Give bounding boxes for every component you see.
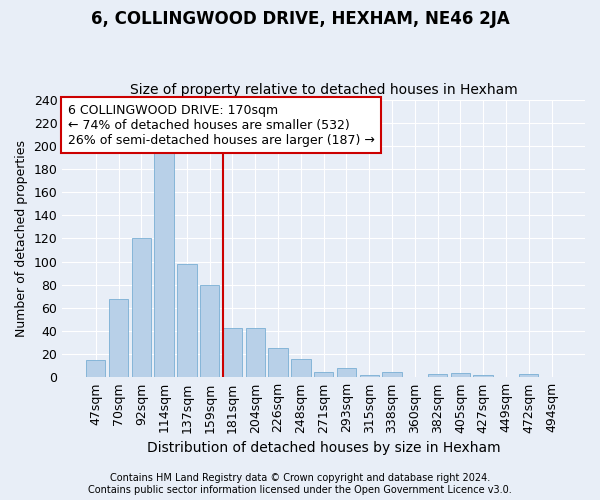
Bar: [200, 284, 220, 378]
Bar: [291, 359, 311, 378]
Bar: [428, 374, 447, 378]
Bar: [451, 372, 470, 378]
Bar: [314, 372, 334, 378]
Y-axis label: Number of detached properties: Number of detached properties: [15, 140, 28, 337]
Text: 6 COLLINGWOOD DRIVE: 170sqm
← 74% of detached houses are smaller (532)
26% of se: 6 COLLINGWOOD DRIVE: 170sqm ← 74% of det…: [68, 104, 374, 146]
Bar: [245, 328, 265, 378]
X-axis label: Distribution of detached houses by size in Hexham: Distribution of detached houses by size …: [147, 441, 500, 455]
Bar: [154, 153, 174, 378]
Bar: [131, 238, 151, 378]
Bar: [473, 375, 493, 378]
Bar: [337, 368, 356, 378]
Bar: [109, 298, 128, 378]
Title: Size of property relative to detached houses in Hexham: Size of property relative to detached ho…: [130, 83, 518, 97]
Bar: [359, 375, 379, 378]
Bar: [177, 264, 197, 378]
Bar: [268, 348, 288, 378]
Bar: [86, 360, 106, 378]
Bar: [519, 374, 538, 378]
Text: 6, COLLINGWOOD DRIVE, HEXHAM, NE46 2JA: 6, COLLINGWOOD DRIVE, HEXHAM, NE46 2JA: [91, 10, 509, 28]
Text: Contains HM Land Registry data © Crown copyright and database right 2024.
Contai: Contains HM Land Registry data © Crown c…: [88, 474, 512, 495]
Bar: [382, 372, 402, 378]
Bar: [223, 328, 242, 378]
